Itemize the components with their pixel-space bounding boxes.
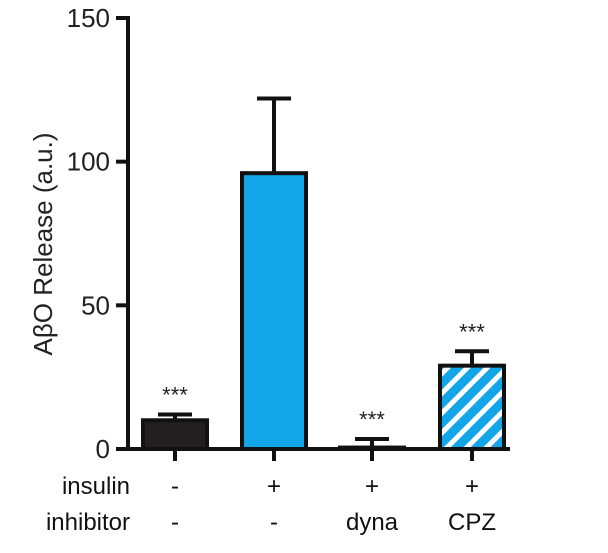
significance-label: *** bbox=[459, 319, 485, 344]
condition-row-label: inhibitor bbox=[46, 509, 130, 536]
bar bbox=[338, 445, 406, 451]
y-tick-label: 50 bbox=[81, 290, 110, 320]
condition-value: + bbox=[465, 473, 479, 500]
significance-label: *** bbox=[162, 383, 188, 408]
condition-value: + bbox=[267, 473, 281, 500]
labels: *** *** *** insulin - + + + inhibitor - - dyna CPZ bbox=[46, 319, 496, 536]
condition-row-label: insulin bbox=[62, 473, 130, 500]
condition-value: CPZ bbox=[448, 509, 496, 536]
condition-value: - bbox=[171, 473, 179, 500]
y-tick-label: 0 bbox=[96, 434, 110, 464]
bars bbox=[141, 96, 506, 452]
bar bbox=[240, 171, 308, 451]
y-axis-title: AβO Release (a.u.) bbox=[28, 132, 58, 355]
bar bbox=[438, 363, 506, 452]
condition-value: - bbox=[171, 509, 179, 536]
significance-label: *** bbox=[359, 407, 385, 432]
condition-value: dyna bbox=[346, 509, 399, 536]
y-tick-label: 150 bbox=[67, 3, 110, 33]
y-tick-label: 100 bbox=[67, 147, 110, 177]
bar bbox=[141, 418, 209, 451]
condition-value: + bbox=[365, 473, 379, 500]
condition-value: - bbox=[270, 509, 278, 536]
